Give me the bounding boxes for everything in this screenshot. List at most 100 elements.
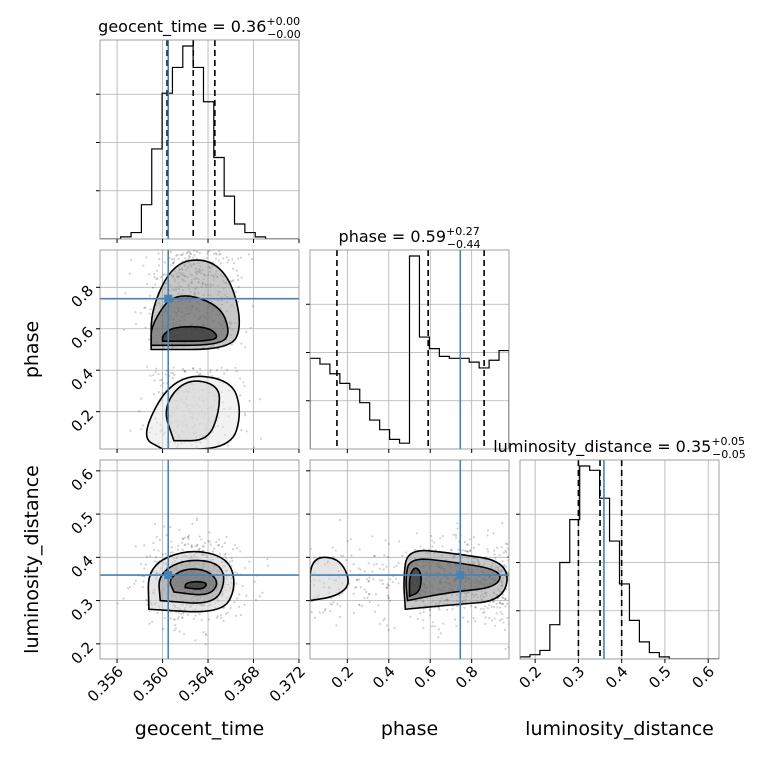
sample-point <box>200 619 203 622</box>
sample-point <box>361 605 364 608</box>
sample-point <box>153 560 156 563</box>
sample-point <box>163 261 167 264</box>
sample-point <box>176 617 179 621</box>
sample-point <box>430 534 433 538</box>
sample-point <box>134 322 138 326</box>
sample-point <box>179 253 182 257</box>
sample-point <box>230 557 233 560</box>
sample-point <box>349 569 352 573</box>
sample-point <box>500 618 504 621</box>
sample-point <box>155 556 158 559</box>
sample-point <box>468 549 472 553</box>
sample-point <box>243 412 247 415</box>
sample-point <box>162 628 165 631</box>
y-tick-label: 0.4 <box>67 552 97 582</box>
sample-point <box>486 550 490 553</box>
panel-title-main: phase = 0.59 <box>339 227 446 246</box>
sample-point <box>226 261 229 264</box>
sample-point <box>466 620 469 623</box>
sample-point <box>409 615 412 618</box>
truth-marker <box>164 571 173 580</box>
sample-point <box>145 256 148 259</box>
sample-point <box>428 608 432 611</box>
sample-point <box>382 568 385 571</box>
sample-point <box>258 398 262 401</box>
sample-point <box>184 257 187 260</box>
sample-point <box>389 599 392 602</box>
sample-point <box>243 603 246 606</box>
sample-point <box>153 272 156 275</box>
panel-frame <box>519 459 720 660</box>
sample-point <box>218 253 221 256</box>
sample-point <box>239 394 242 397</box>
sample-point <box>365 578 369 581</box>
y-tick-label: 0.4 <box>67 365 97 395</box>
sample-point <box>237 257 240 260</box>
sample-point <box>373 610 376 613</box>
sample-point <box>220 366 223 369</box>
sample-point <box>217 544 220 547</box>
sample-point <box>231 280 234 283</box>
sample-point <box>453 618 457 621</box>
sample-point <box>367 579 371 582</box>
hist-panel-luminosity_distance: luminosity_distance = 0.35+0.05 −0.05 <box>493 435 746 663</box>
sample-point <box>129 429 132 432</box>
sample-point <box>200 538 203 541</box>
sample-point <box>165 369 168 372</box>
sample-point <box>154 283 157 286</box>
sample-point <box>378 622 381 626</box>
sample-point <box>504 565 508 568</box>
sample-point <box>336 602 339 606</box>
sample-point <box>465 550 468 553</box>
sample-point <box>331 546 334 549</box>
sample-point <box>504 597 507 601</box>
sample-point <box>211 374 214 378</box>
sample-point <box>160 384 163 387</box>
sample-point <box>394 577 397 580</box>
sample-point <box>503 628 507 632</box>
sample-point <box>249 326 253 329</box>
sample-point <box>229 607 232 610</box>
contour-level <box>184 580 207 590</box>
sample-point <box>367 593 371 596</box>
sample-point <box>194 545 197 548</box>
sample-point <box>155 269 159 272</box>
y-axis-label: phase <box>21 321 43 378</box>
sample-point <box>340 554 343 557</box>
sample-point <box>397 561 400 565</box>
sample-point <box>191 367 195 370</box>
sample-point <box>419 612 422 615</box>
sample-point <box>428 614 432 617</box>
x-tick-label: 0.360 <box>129 663 172 706</box>
sample-point <box>379 579 382 582</box>
sample-point <box>467 543 470 546</box>
sample-point <box>242 381 245 384</box>
sample-point <box>126 587 130 590</box>
sample-point <box>345 559 348 562</box>
sample-point <box>153 522 156 525</box>
histogram-phase <box>310 255 509 449</box>
sample-point <box>219 614 223 617</box>
sample-point <box>363 597 366 600</box>
sample-point <box>468 538 472 541</box>
sample-point <box>357 567 360 570</box>
sample-point <box>162 382 165 385</box>
sample-point <box>501 596 504 599</box>
sample-point <box>466 550 469 553</box>
sample-point <box>165 533 168 536</box>
sample-point <box>375 562 378 565</box>
sample-point <box>172 262 175 265</box>
panel-frame <box>99 39 300 240</box>
sample-point <box>504 597 507 601</box>
sample-point <box>422 626 425 630</box>
sample-point <box>180 612 183 616</box>
sample-point <box>456 605 459 608</box>
sample-point <box>206 252 209 255</box>
sample-point <box>204 643 207 646</box>
sample-point <box>339 518 342 522</box>
sample-point <box>474 606 477 609</box>
sample-point <box>184 370 187 373</box>
sample-point <box>175 254 178 257</box>
sample-point <box>230 343 233 346</box>
sample-point <box>387 584 390 587</box>
